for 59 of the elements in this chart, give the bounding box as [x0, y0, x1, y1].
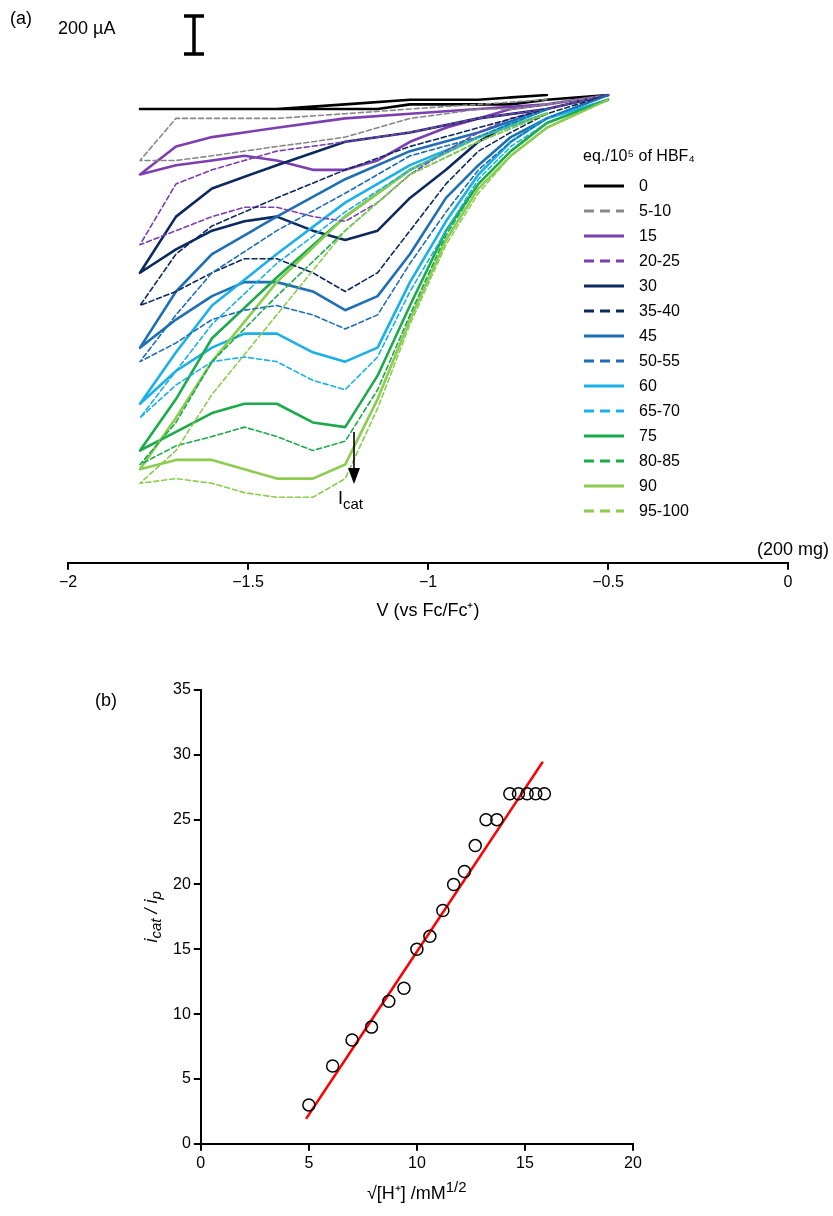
text: (b) — [95, 690, 117, 711]
point — [345, 1033, 359, 1047]
point — [446, 877, 461, 892]
legend-title: eq./10⁵ of HBF₄ — [583, 147, 695, 165]
point — [457, 864, 472, 879]
legend-label: 60 — [639, 376, 657, 395]
text: 200 µA — [58, 18, 116, 39]
legend-label: 90 — [639, 476, 657, 495]
point — [436, 903, 450, 918]
x-axis-title: V (vs Fc/Fc⁺) — [376, 598, 480, 621]
legend-label: 65-70 — [639, 401, 680, 420]
point — [410, 942, 424, 957]
x-axis-title: √[H⁺] /mM$^{1/2}$ — [366, 1177, 467, 1204]
x-tick-label: 0 — [196, 1153, 206, 1171]
legend-label: 50-55 — [639, 351, 680, 370]
point — [325, 1059, 340, 1073]
legend-label: 45 — [639, 326, 657, 345]
legend-label: 75 — [639, 426, 657, 445]
point — [479, 812, 493, 827]
legend-label: 0 — [639, 176, 648, 195]
point — [529, 786, 543, 801]
y-tick-label: 30 — [173, 745, 191, 763]
point — [382, 994, 396, 1008]
legend-label: 30 — [639, 276, 657, 295]
x-tick-label: 5 — [304, 1153, 314, 1171]
point — [468, 838, 482, 853]
y-tick-label: 20 — [173, 874, 191, 892]
x-tick-label: −2 — [58, 572, 78, 590]
point — [520, 786, 534, 801]
point — [503, 786, 517, 801]
y-tick-label: 0 — [181, 1134, 191, 1152]
point — [364, 1020, 379, 1034]
annotation: I$_{cat}$ — [338, 488, 364, 512]
legend-label: 15 — [639, 226, 657, 245]
y-tick-label: 10 — [173, 1004, 191, 1022]
x-tick-label: 20 — [624, 1153, 642, 1171]
annotation: (200 mg) — [757, 538, 830, 560]
legend-label: 95-100 — [639, 501, 689, 520]
x-tick-label: −1 — [418, 572, 438, 590]
y-tick-label: 15 — [173, 939, 191, 957]
legend-label: 20-25 — [639, 251, 680, 270]
x-tick-label: 10 — [408, 1153, 426, 1171]
point — [511, 786, 526, 801]
text: (a) — [10, 8, 32, 29]
legend-label: 35-40 — [639, 301, 680, 320]
x-tick-label: 15 — [516, 1153, 534, 1171]
legend-label: 5-10 — [639, 201, 672, 220]
point — [423, 929, 437, 944]
x-tick-label: −0.5 — [592, 572, 624, 590]
point — [490, 812, 504, 827]
point — [397, 981, 411, 995]
x-tick-label: 0 — [783, 572, 793, 590]
legend-label: 80-85 — [639, 451, 680, 470]
point — [302, 1098, 316, 1112]
y-tick-label: 25 — [173, 810, 191, 828]
point — [537, 786, 552, 801]
x-tick-label: −1.5 — [232, 572, 264, 590]
y-tick-label: 35 — [173, 680, 191, 698]
y-tick-label: 5 — [181, 1069, 191, 1087]
